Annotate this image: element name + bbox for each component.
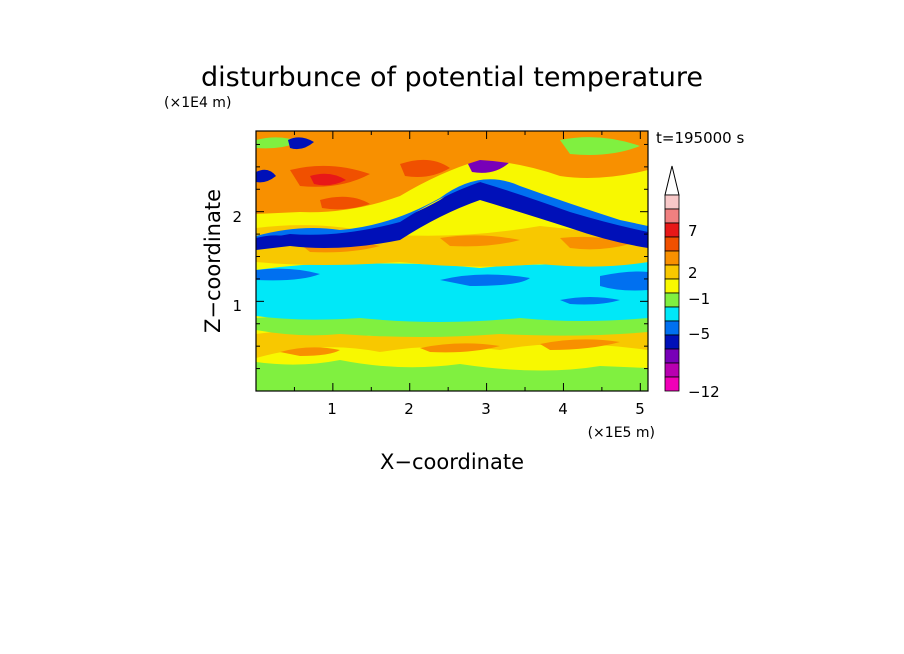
colorbar — [664, 165, 680, 392]
y-tick-label: 1 — [232, 297, 242, 315]
x-axis-label: X−coordinate — [380, 450, 524, 474]
y-unit-label: (×1E4 m) — [164, 95, 231, 111]
y-tick-labels: 1 2 — [232, 208, 242, 315]
colorbar-label: −5 — [688, 325, 710, 343]
colorbar-swatch — [664, 292, 680, 308]
time-label: t=195000 s — [656, 129, 744, 147]
x-tick-label: 4 — [558, 400, 568, 418]
plot-frame — [255, 130, 649, 392]
colorbar-swatch — [664, 334, 680, 350]
colorbar-swatch — [664, 250, 680, 266]
x-tick-labels: 1 2 3 4 5 — [327, 400, 645, 418]
x-unit-label: (×1E5 m) — [588, 425, 655, 441]
colorbar-swatch — [664, 362, 680, 378]
x-tick-label: 5 — [635, 400, 645, 418]
plot-area — [256, 131, 648, 391]
colorbar-swatch — [664, 222, 680, 238]
axis-ticks — [256, 131, 648, 391]
chart-title: disturbunce of potential temperature — [201, 62, 703, 93]
colorbar-swatch — [664, 236, 680, 252]
colorbar-tick-labels: 7 2 −1 −5 −12 — [688, 222, 720, 401]
x-tick-label: 2 — [404, 400, 414, 418]
colorbar-swatch — [664, 194, 680, 210]
colorbar-swatch — [664, 264, 680, 280]
colorbar-swatch — [664, 320, 680, 336]
colorbar-swatch — [664, 376, 680, 392]
colorbar-swatch — [664, 306, 680, 322]
x-tick-label: 3 — [481, 400, 491, 418]
colorbar-label: −12 — [688, 383, 720, 401]
colorbar-label: −1 — [688, 290, 710, 308]
colorbar-swatch — [664, 208, 680, 224]
colorbar-label: 7 — [688, 222, 698, 240]
colorbar-swatch — [664, 348, 680, 364]
colorbar-swatch — [664, 278, 680, 294]
colorbar-extend-arrow — [664, 165, 680, 196]
x-tick-label: 1 — [327, 400, 337, 418]
colorbar-label: 2 — [688, 264, 698, 282]
y-axis-label: Z−coordinate — [201, 189, 225, 333]
y-tick-label: 2 — [232, 208, 242, 226]
